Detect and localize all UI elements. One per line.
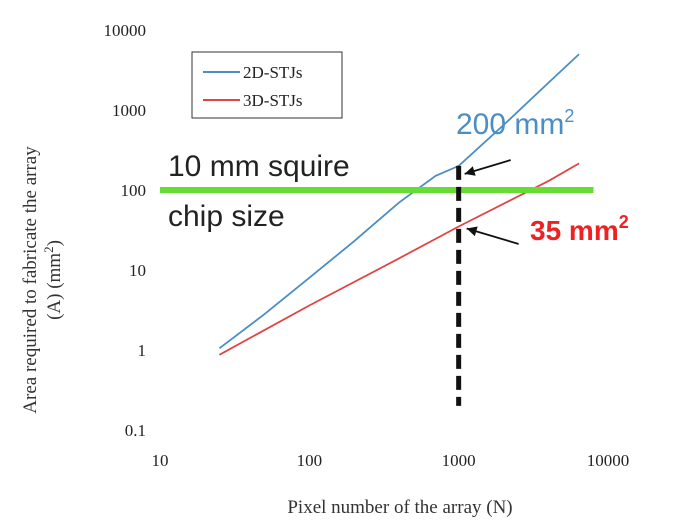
x-tick-label: 1000 <box>442 451 476 470</box>
area-2d-value: 200 mm <box>456 108 564 141</box>
x-axis-title: Pixel number of the array (N) <box>287 497 512 518</box>
x-tick-label: 10 <box>152 451 169 470</box>
y-tick-label: 1000 <box>112 101 146 120</box>
y-axis-title-line1: Area required to fabricate the array <box>20 146 41 414</box>
chip-size-label-line1: 10 mm squire <box>168 150 350 183</box>
y-axis-title-line2: (A) (mm2) <box>41 240 65 320</box>
y-axis-title-sup: 2 <box>41 246 56 253</box>
y-axis-title: Area required to fabricate the array (A)… <box>20 146 65 414</box>
area-3d-value: 35 mm <box>530 215 619 246</box>
legend-label-2d-stjs: 2D-STJs <box>243 63 303 82</box>
axis-ticks: 10 100 1000 10000 0.1 1 10 100 1000 10000 <box>104 21 630 470</box>
area-2d-sup: 2 <box>564 106 574 126</box>
annotations: 10 mm squire chip size 200 mm2 35 mm2 <box>168 106 629 246</box>
legend: 2D-STJs 3D-STJs <box>191 51 343 119</box>
arrow-2d-point-head <box>464 166 476 176</box>
x-tick-label: 10000 <box>587 451 630 470</box>
legend-label-3d-stjs: 3D-STJs <box>243 91 303 110</box>
y-axis-title-line2-text: (A) (mm <box>44 253 65 320</box>
y-tick-label: 1 <box>138 341 147 360</box>
y-tick-label: 10 <box>129 261 146 280</box>
area-2d-label: 200 mm2 <box>456 106 574 141</box>
chip-size-label-line2: chip size <box>168 200 285 233</box>
area-3d-label: 35 mm2 <box>530 212 629 246</box>
y-tick-label: 0.1 <box>125 421 146 440</box>
area-3d-sup: 2 <box>619 212 629 232</box>
x-tick-label: 100 <box>297 451 323 470</box>
arrow-3d-point-head <box>466 226 478 237</box>
y-tick-label: 10000 <box>104 21 147 40</box>
legend-box <box>191 51 343 119</box>
y-axis-title-close: ) <box>44 240 65 246</box>
y-tick-label: 100 <box>121 181 147 200</box>
plot-area <box>160 53 594 406</box>
series-line-3d-stjs <box>218 162 580 356</box>
